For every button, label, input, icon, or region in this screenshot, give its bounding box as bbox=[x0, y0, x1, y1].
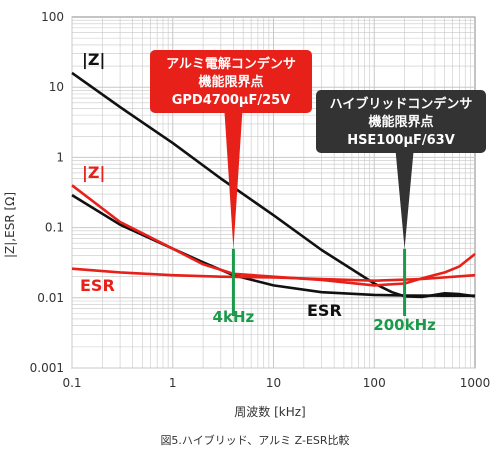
x-tick-label: 0.1 bbox=[62, 376, 81, 390]
limit-markers bbox=[231, 248, 407, 317]
label-esr-black: ESR bbox=[307, 301, 342, 320]
x-axis-title: 周波数 [kHz] bbox=[234, 404, 305, 419]
series-line-3 bbox=[71, 267, 476, 283]
curve-labels: |Z| |Z| ESR ESR 4kHz 200kHz bbox=[80, 50, 436, 334]
y-tick-label: 0.001 bbox=[30, 361, 64, 375]
x-tick-label: 1000 bbox=[460, 376, 491, 390]
callout-hybrid-line: 機能限界点 bbox=[368, 114, 433, 130]
x-tick-label: 100 bbox=[363, 376, 386, 390]
callout-hybrid-pointer bbox=[395, 151, 414, 249]
callout-aluminum-line: GPD4700μF/25V bbox=[172, 93, 291, 108]
series-lines bbox=[71, 71, 476, 299]
callout-aluminum-line: 機能限界点 bbox=[198, 74, 263, 90]
label-esr-red: ESR bbox=[80, 276, 115, 295]
label-200khz: 200kHz bbox=[373, 316, 436, 334]
y-tick-label: 0.1 bbox=[45, 221, 64, 235]
axis-ticks: 0.1 1 10 100 1000 0.001 0.01 0.1 1 10 100 bbox=[30, 10, 491, 390]
callout-aluminum-line: アルミ電解コンデンサ bbox=[166, 56, 296, 72]
callout-aluminum-box bbox=[150, 50, 312, 113]
callout-aluminum-pointer bbox=[224, 111, 243, 249]
callout-hybrid-line: ハイブリッドコンデンサ bbox=[330, 96, 473, 112]
figure-caption: 図5.ハイブリッド、アルミ Z-ESR比較 bbox=[160, 433, 349, 447]
y-tick-label: 1 bbox=[56, 150, 64, 164]
y-tick-label: 100 bbox=[41, 10, 64, 24]
callout-hybrid-box bbox=[316, 90, 486, 153]
callout-hybrid-line: HSE100μF/63V bbox=[347, 133, 455, 148]
x-tick-label: 10 bbox=[266, 376, 281, 390]
label-4khz: 4kHz bbox=[213, 308, 255, 326]
series-line-0 bbox=[71, 71, 476, 299]
x-tick-label: 1 bbox=[169, 376, 177, 390]
y-tick-label: 10 bbox=[49, 80, 64, 94]
label-z-red: |Z| bbox=[82, 163, 105, 183]
y-tick-label: 0.01 bbox=[37, 291, 64, 305]
label-z-black: |Z| bbox=[82, 50, 105, 70]
y-axis-title: |Z|,ESR [Ω] bbox=[3, 192, 17, 258]
